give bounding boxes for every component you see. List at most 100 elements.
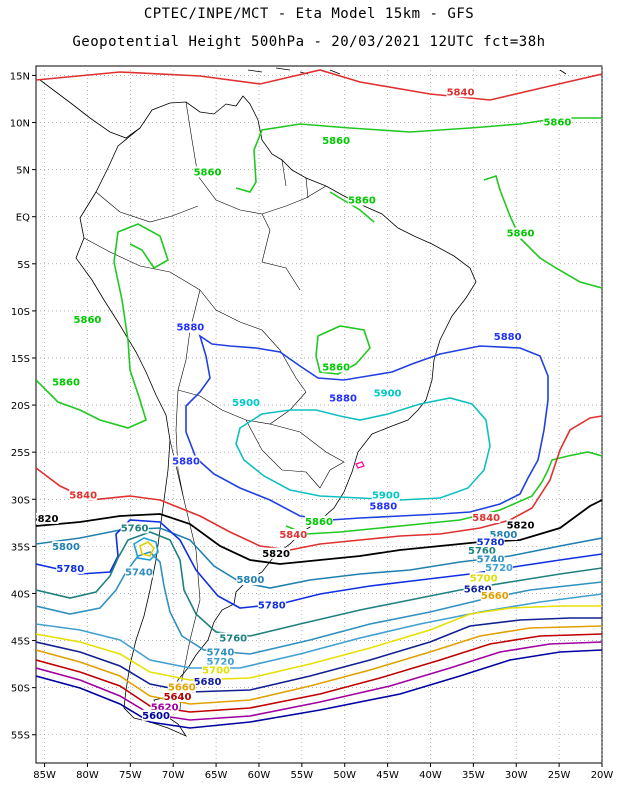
contour-5940-blob (355, 461, 365, 469)
contour-5820 (36, 499, 602, 565)
contour-label: 5680 (464, 585, 492, 596)
contour-5660 (36, 625, 602, 705)
contour-label: 5780 (258, 601, 286, 612)
contour-5840-north (36, 69, 602, 101)
contour-label: 5860 (305, 517, 333, 528)
contour-label-bg (124, 566, 153, 578)
lat-tick-label: 30S (11, 495, 30, 506)
contour-label-bg (193, 166, 222, 178)
contour-label-bg (347, 194, 376, 206)
lon-tick-label: 70W (162, 770, 185, 781)
contour-label: 5740 (206, 648, 234, 659)
contour-labels: 5840 5860 5860 5860 5860 5860 5860 5860 5860 5860… (31, 86, 572, 722)
contour-label: 5780 (477, 537, 505, 548)
lat-tick-label: 5N (16, 166, 30, 177)
contour-label-bg (472, 511, 501, 523)
contour-label-bg (202, 664, 231, 676)
contour-label: 5860 (194, 167, 222, 178)
contour-label-bg (52, 541, 81, 553)
lon-tick-label: 55W (291, 770, 314, 781)
contour-label-bg (305, 515, 333, 527)
contour-label-bg (506, 227, 535, 239)
contour-label-bg (150, 701, 179, 713)
contour-label-bg (73, 314, 102, 326)
contour-label: 5720 (485, 563, 513, 574)
contour-label-bg (506, 519, 535, 531)
contour-label: 5900 (372, 490, 400, 501)
contour-label: 5880 (329, 393, 357, 404)
contour-label-bg (52, 376, 81, 388)
contour-label-bg (36, 512, 59, 524)
contour-lines (36, 69, 602, 729)
contour-label: 5760 (121, 523, 149, 534)
contour-5600 (36, 649, 602, 729)
contour-label-bg (219, 632, 248, 644)
contour-label: 5860 (322, 362, 350, 373)
contour-label: 5840 (447, 87, 475, 98)
contour-label-bg (193, 675, 222, 687)
contour-label-bg (236, 574, 265, 586)
central-america-coastline (39, 79, 141, 139)
contour-label: 5700 (202, 666, 230, 677)
contour-label: 5860 (52, 377, 80, 388)
contour-label: 5880 (172, 456, 200, 467)
contour-label-bg (543, 116, 572, 128)
lat-tick-label: EQ (16, 213, 30, 224)
contour-label: 5800 (52, 542, 80, 553)
contour-label: 5620 (151, 702, 179, 713)
contour-label: 5860 (348, 196, 376, 207)
contour-label: 5880 (176, 323, 204, 334)
lat-tick-label: 25S (11, 448, 30, 459)
contour-label-bg (322, 361, 351, 373)
contour-label-bg (232, 397, 261, 409)
axis-tick-labels: 15N10N5NEQ5S10S15S20S25S30S35S40S45S50S5… (10, 71, 614, 781)
contour-label: 5700 (470, 573, 498, 584)
lon-tick-label: 40W (419, 770, 442, 781)
contour-label-bg (120, 522, 149, 534)
contour-label-bg (69, 489, 98, 501)
lon-tick-label: 60W (248, 770, 271, 781)
contour-label: 5760 (219, 634, 247, 645)
contour-label-bg (56, 562, 85, 574)
contour-5840-south (36, 415, 602, 551)
lat-tick-label: 15S (11, 354, 30, 365)
contour-label: 5840 (279, 530, 307, 541)
contour-5640 (36, 633, 602, 713)
contour-label-bg (469, 572, 498, 584)
contour-label: 5880 (494, 332, 522, 343)
contour-label: 5800 (236, 575, 264, 586)
contour-label: 5820 (31, 514, 59, 525)
lon-tick-label: 20W (591, 770, 614, 781)
contour-label: 5660 (481, 591, 509, 602)
contour-label: 5860 (322, 136, 350, 147)
contour-label-bg (279, 528, 308, 540)
contour-label-bg (163, 690, 192, 702)
contour-label: 5820 (507, 521, 535, 532)
lon-tick-label: 45W (376, 770, 399, 781)
contour-label: 5660 (168, 683, 196, 694)
contour-label-bg (489, 528, 518, 540)
contour-label-bg (172, 455, 201, 467)
contour-label-bg (142, 709, 171, 721)
lat-tick-label: 15N (10, 71, 30, 82)
lon-tick-label: 25W (548, 770, 571, 781)
contour-5700 (36, 605, 602, 681)
contour-5620 (36, 641, 602, 721)
contour-label-bg (446, 86, 475, 98)
contour-label: 5680 (194, 677, 222, 688)
contour-label: 5900 (374, 389, 402, 400)
lat-tick-label: 55S (11, 731, 30, 742)
lat-tick-label: 45S (11, 637, 30, 648)
contour-5900 (235, 397, 491, 501)
contour-label-bg (467, 544, 496, 556)
contour-label: 5860 (74, 315, 102, 326)
lat-tick-label: 5S (17, 260, 30, 271)
contour-label-bg (463, 583, 492, 595)
lat-tick-label: 40S (11, 589, 30, 600)
contour-label: 5640 (164, 692, 192, 703)
contour-label-bg (480, 590, 509, 602)
lon-tick-label: 30W (505, 770, 528, 781)
contour-label-bg (493, 331, 522, 343)
contour-label-bg (329, 392, 358, 404)
